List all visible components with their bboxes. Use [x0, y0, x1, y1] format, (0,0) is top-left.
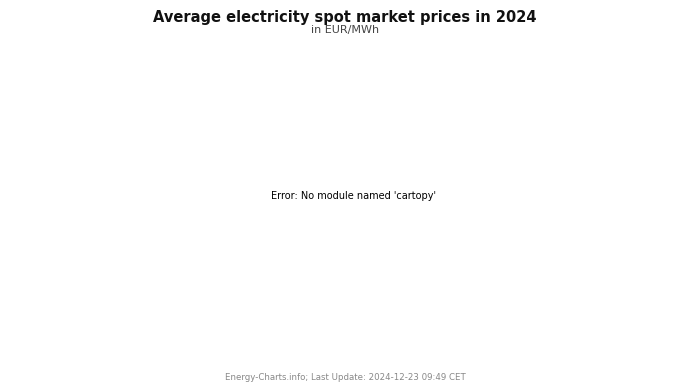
Text: Average electricity spot market prices in 2024: Average electricity spot market prices i… [153, 10, 537, 25]
Text: Energy-Charts.info; Last Update: 2024-12-23 09:49 CET: Energy-Charts.info; Last Update: 2024-12… [225, 373, 465, 382]
Text: Error: No module named 'cartopy': Error: No module named 'cartopy' [271, 191, 436, 201]
Text: in EUR/MWh: in EUR/MWh [311, 25, 379, 35]
